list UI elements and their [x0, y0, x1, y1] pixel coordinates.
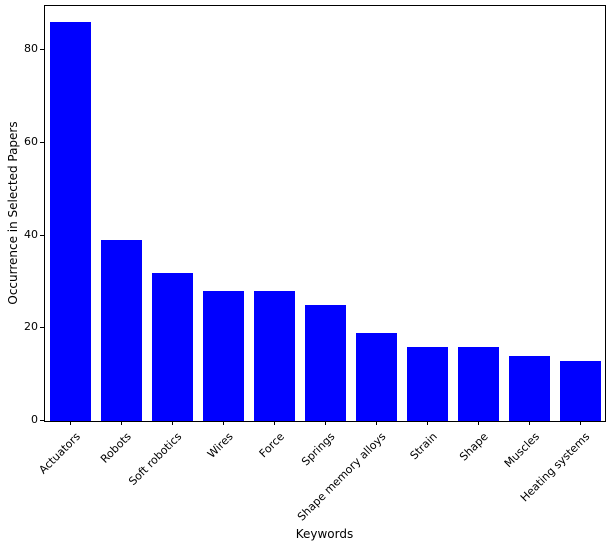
x-tick-mark: [222, 421, 224, 425]
y-tick-mark: [40, 327, 44, 329]
bar-muscles: [509, 356, 550, 421]
bar-springs: [305, 305, 346, 421]
x-tick-label: Force: [256, 430, 287, 461]
x-tick-label: Shape: [457, 430, 491, 464]
x-axis-label: Keywords: [295, 527, 354, 541]
y-tick-label: 80: [24, 42, 38, 56]
bar-shape-memory-alloys: [356, 332, 397, 421]
x-tick-mark: [171, 421, 173, 425]
y-tick-label: 0: [31, 413, 38, 426]
x-tick-mark: [120, 421, 122, 425]
bar-heating-systems: [560, 360, 601, 421]
bar-force: [254, 291, 295, 421]
x-tick-label: Muscles: [501, 430, 542, 471]
y-tick-mark: [40, 234, 44, 236]
y-tick-label: 40: [24, 227, 38, 241]
plot-area: [44, 5, 606, 422]
x-tick-mark: [375, 421, 377, 425]
x-tick-label: Strain: [407, 430, 440, 463]
x-tick-label: Wires: [204, 430, 236, 461]
x-tick-mark: [528, 421, 530, 425]
y-axis-label: Occurrence in Selected Papers: [6, 121, 20, 305]
y-tick-label: 20: [24, 320, 38, 334]
x-tick-mark: [273, 421, 275, 425]
x-tick-label: Actuators: [36, 430, 83, 477]
y-tick-mark: [40, 141, 44, 143]
bar-robots: [101, 240, 142, 421]
bar-strain: [407, 346, 448, 421]
bar-soft-robotics: [152, 272, 193, 421]
y-tick-label: 60: [24, 134, 38, 148]
x-tick-mark: [477, 421, 479, 425]
y-tick-mark: [40, 420, 44, 421]
x-tick-label: Shape memory alloys: [295, 430, 389, 524]
x-tick-mark: [426, 421, 428, 425]
x-tick-label: Springs: [299, 430, 338, 469]
x-tick-mark: [69, 421, 71, 425]
x-tick-mark: [579, 421, 581, 425]
x-tick-label: Soft robotics: [126, 430, 185, 489]
y-tick-mark: [40, 49, 44, 51]
bar-wires: [203, 291, 244, 421]
x-tick-label: Robots: [97, 430, 134, 466]
bar-shape: [458, 346, 499, 421]
bar-actuators: [50, 22, 91, 421]
x-tick-mark: [324, 421, 326, 425]
